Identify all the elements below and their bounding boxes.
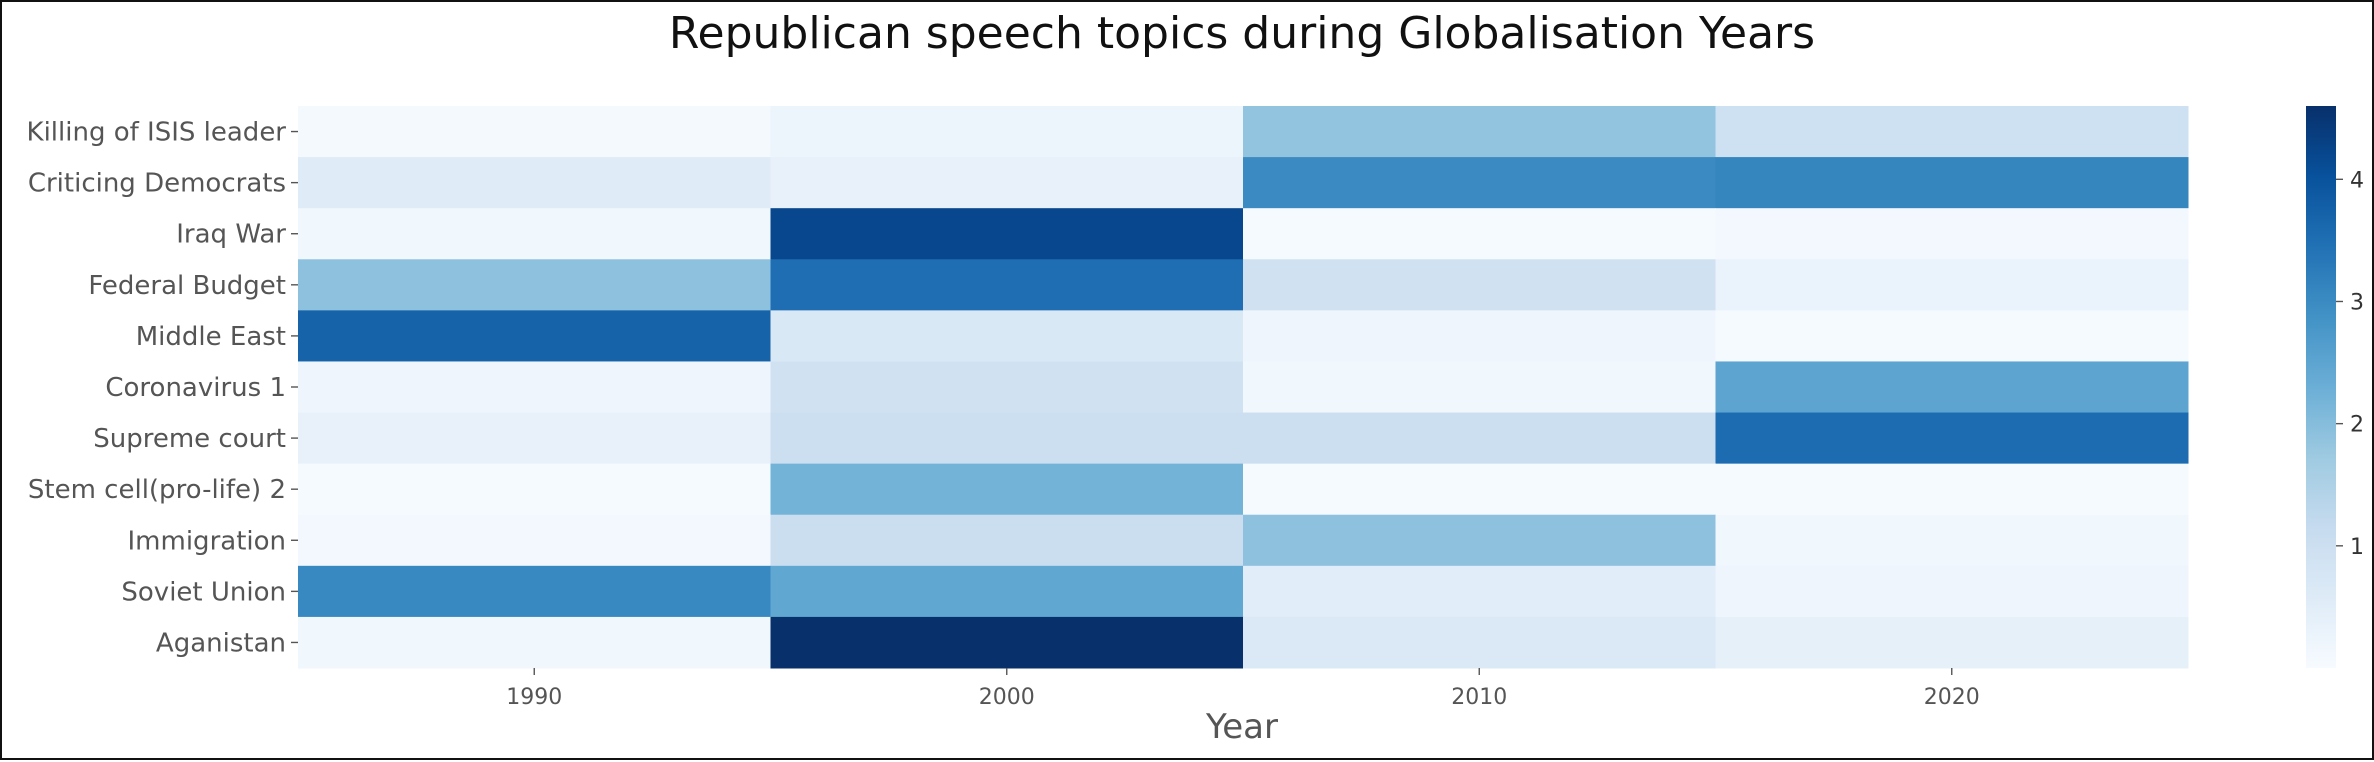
heatmap-cell bbox=[298, 412, 771, 465]
x-axis-ticks: 1990 2000 2010 2020 bbox=[506, 668, 1980, 710]
heatmap-cell bbox=[1715, 259, 2189, 311]
heatmap-cell bbox=[1715, 463, 2189, 516]
y-tick-label: Criticing Democrats bbox=[28, 169, 286, 199]
heatmap-cell bbox=[1715, 310, 2189, 362]
colorbar-ticks: 1 2 3 4 bbox=[2336, 168, 2364, 560]
heatmap-cell bbox=[770, 565, 1244, 618]
heatmap-cell bbox=[770, 310, 1244, 362]
y-tick-label: Aganistan bbox=[156, 628, 286, 658]
heatmap-cell bbox=[1243, 157, 1716, 209]
y-tick-label: Middle East bbox=[136, 322, 286, 352]
heatmap-cell bbox=[1715, 361, 2189, 414]
heatmap-cell bbox=[1243, 616, 1716, 669]
heatmap-cell bbox=[770, 361, 1244, 414]
heatmap-cell bbox=[1715, 157, 2189, 209]
heatmap-cell bbox=[1715, 514, 2189, 567]
heatmap-cell bbox=[770, 514, 1244, 567]
heatmap-cell bbox=[1243, 106, 1716, 158]
colorbar bbox=[2306, 106, 2336, 668]
heatmap-cell bbox=[298, 259, 771, 311]
heatmap-cells bbox=[298, 106, 2189, 669]
y-tick-label: Soviet Union bbox=[121, 577, 286, 607]
heatmap-cell bbox=[1715, 616, 2189, 669]
colorbar-tick-label: 3 bbox=[2350, 290, 2364, 315]
heatmap-cell bbox=[770, 463, 1244, 516]
heatmap-cell bbox=[298, 361, 771, 414]
x-axis-label: Year bbox=[1205, 707, 1278, 747]
heatmap-cell bbox=[1715, 565, 2189, 618]
heatmap-cell bbox=[298, 463, 771, 516]
heatmap-cell bbox=[298, 514, 771, 567]
y-tick-label: Stem cell(pro-life) 2 bbox=[28, 475, 286, 505]
heatmap-cell bbox=[770, 259, 1244, 311]
x-tick-label: 2020 bbox=[1924, 685, 1980, 710]
heatmap-cell bbox=[1715, 208, 2189, 260]
x-tick-label: 1990 bbox=[506, 685, 562, 710]
heatmap-cell bbox=[298, 208, 771, 260]
heatmap-cell bbox=[298, 106, 771, 158]
y-tick-label: Supreme court bbox=[93, 424, 286, 454]
heatmap-cell bbox=[298, 565, 771, 618]
y-tick-label: Coronavirus 1 bbox=[105, 373, 286, 403]
chart-title: Republican speech topics during Globalis… bbox=[669, 8, 1815, 59]
heatmap-cell bbox=[1243, 565, 1716, 618]
heatmap-cell bbox=[298, 310, 771, 362]
heatmap-cell bbox=[1243, 412, 1716, 465]
heatmap-cell bbox=[298, 616, 771, 669]
y-tick-label: Immigration bbox=[128, 526, 286, 556]
heatmap-cell bbox=[1243, 208, 1716, 260]
heatmap-cell bbox=[770, 106, 1244, 158]
heatmap-cell bbox=[1715, 412, 2189, 465]
y-axis-ticks: Killing of ISIS leader Criticing Democrat… bbox=[27, 118, 298, 658]
x-tick-label: 2000 bbox=[979, 685, 1035, 710]
colorbar-tick-label: 1 bbox=[2350, 535, 2364, 560]
heatmap-cell bbox=[770, 208, 1244, 260]
y-tick-label: Killing of ISIS leader bbox=[27, 118, 287, 148]
heatmap-cell bbox=[770, 616, 1244, 669]
heatmap-cell bbox=[1243, 463, 1716, 516]
heatmap-cell bbox=[1243, 310, 1716, 362]
heatmap-cell bbox=[770, 157, 1244, 209]
colorbar-tick-label: 4 bbox=[2350, 168, 2364, 193]
heatmap-cell bbox=[298, 157, 771, 209]
heatmap-cell bbox=[1243, 361, 1716, 414]
heatmap-cell bbox=[1243, 514, 1716, 567]
x-tick-label: 2010 bbox=[1451, 685, 1507, 710]
heatmap-cell bbox=[770, 412, 1244, 465]
colorbar-tick-label: 2 bbox=[2350, 413, 2364, 438]
y-tick-label: Federal Budget bbox=[88, 271, 286, 301]
y-tick-label: Iraq War bbox=[176, 220, 286, 250]
heatmap-cell bbox=[1243, 259, 1716, 311]
heatmap-cell bbox=[1715, 106, 2189, 158]
